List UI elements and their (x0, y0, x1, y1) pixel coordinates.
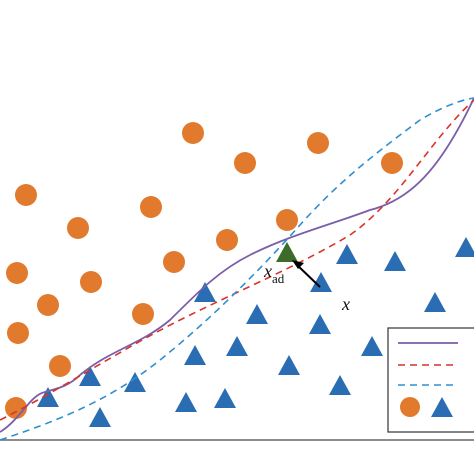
arrow (295, 263, 321, 288)
label-base: x (263, 261, 272, 281)
arrow-head (292, 260, 304, 269)
boundary-blue (0, 97, 474, 441)
boundary-solid (0, 97, 474, 433)
label-subscript: ad (272, 271, 285, 286)
original-label: x (341, 294, 350, 314)
adversarial-point (276, 242, 298, 262)
legend (387, 327, 474, 433)
class-a-points (5, 122, 403, 419)
boundary-red (0, 99, 474, 421)
adversarial-label: xad (263, 261, 285, 286)
